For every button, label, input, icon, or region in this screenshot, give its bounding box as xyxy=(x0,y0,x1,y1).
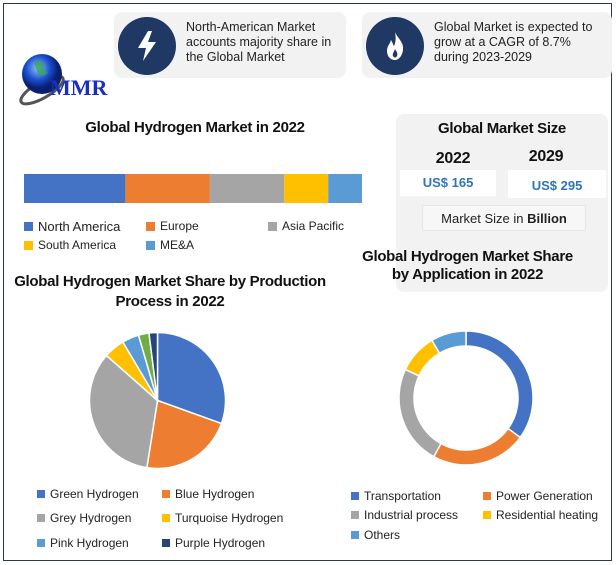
globe-icon xyxy=(19,54,65,106)
legend-swatch xyxy=(146,240,155,250)
highlight-text-1: North-American Market accounts majority … xyxy=(186,20,332,64)
legend-item-blue-hydrogen: Blue Hydrogen xyxy=(162,487,254,501)
legend-item-grey-hydrogen: Grey Hydrogen xyxy=(37,511,131,525)
legend-swatch xyxy=(268,221,277,231)
bar-chart-title: Global Hydrogen Market in 2022 xyxy=(85,119,305,136)
legend-swatch xyxy=(146,221,155,231)
legend-label: Others xyxy=(364,528,401,542)
legend-label: Europe xyxy=(160,219,199,233)
donut-slice-others xyxy=(430,330,467,355)
legend-item-residential-heating: Residential heating xyxy=(483,508,598,522)
application-donut-chart xyxy=(398,330,534,466)
legend-item-industrial-process: Industrial process xyxy=(351,508,458,522)
legend-swatch xyxy=(351,492,359,500)
donut-chart-title: Global Hydrogen Market Share by Applicat… xyxy=(362,248,573,283)
pie-slice-grey-hydrogen xyxy=(88,354,159,469)
donut-slice-transportation xyxy=(465,330,534,439)
legend-label: Asia Pacific xyxy=(282,219,345,233)
bar-segment-asia-pacific xyxy=(209,174,285,203)
legend-swatch xyxy=(351,531,359,539)
highlight-text-2: Global Market is expected to grow at a C… xyxy=(434,20,593,64)
bar-segment-me-a xyxy=(328,174,362,203)
legend-swatch xyxy=(162,539,170,547)
bar-segment-south-america xyxy=(284,174,329,203)
donut-slice-industrial-process xyxy=(398,368,442,458)
legend-item-south-america: South America xyxy=(24,238,116,252)
year-2022: 2022 xyxy=(435,150,471,167)
unit-prefix: Market Size in xyxy=(441,211,528,226)
pie-slice-green-hydrogen xyxy=(156,331,227,425)
legend-swatch xyxy=(37,539,45,547)
legend-label: Purple Hydrogen xyxy=(175,536,266,550)
legend-label: ME&A xyxy=(160,238,195,252)
legend-item-europe: Europe xyxy=(146,219,199,233)
legend-item-turquoise-hydrogen: Turquoise Hydrogen xyxy=(162,511,283,525)
legend-swatch xyxy=(37,490,45,498)
lightning-icon xyxy=(118,17,176,75)
legend-swatch xyxy=(37,514,45,522)
legend-item-north-america: North America xyxy=(24,219,120,234)
legend-item-transportation: Transportation xyxy=(351,489,441,503)
legend-swatch xyxy=(162,490,170,498)
logo-text: MMR xyxy=(50,75,108,100)
bar-segment-europe xyxy=(125,174,210,203)
legend-item-pink-hydrogen: Pink Hydrogen xyxy=(37,536,129,550)
value-2029: US$ 295 xyxy=(508,170,606,198)
legend-item-others: Others xyxy=(351,528,400,542)
legend-label: Grey Hydrogen xyxy=(50,511,132,525)
legend-label: Green Hydrogen xyxy=(50,487,139,501)
legend-label: North America xyxy=(38,219,121,234)
market-size-unit: Market Size in Billion xyxy=(422,205,586,231)
legend-swatch xyxy=(24,240,33,250)
legend-label: South America xyxy=(38,238,117,252)
legend-swatch xyxy=(483,492,491,500)
legend-item-me-a: ME&A xyxy=(146,238,194,252)
legend-label: Pink Hydrogen xyxy=(50,536,129,550)
market-size-title: Global Market Size xyxy=(438,120,566,137)
legend-label: Transportation xyxy=(364,489,441,503)
legend-label: Turquoise Hydrogen xyxy=(175,511,284,525)
legend-item-purple-hydrogen: Purple Hydrogen xyxy=(162,536,265,550)
pie-slice-blue-hydrogen xyxy=(146,399,223,470)
legend-item-green-hydrogen: Green Hydrogen xyxy=(37,487,139,501)
legend-label: Blue Hydrogen xyxy=(175,487,255,501)
unit-bold: Billion xyxy=(527,211,567,226)
year-2029: 2029 xyxy=(528,148,564,165)
infographic-frame xyxy=(3,3,612,561)
pie-chart-title: Global Hydrogen Market Share by Producti… xyxy=(14,273,326,310)
production-process-pie-chart xyxy=(88,331,227,470)
legend-item-power-generation: Power Generation xyxy=(483,489,593,503)
donut-slice-power-generation xyxy=(432,427,522,466)
stacked-bar-chart xyxy=(24,174,362,203)
legend-label: Power Generation xyxy=(496,489,593,503)
legend-swatch xyxy=(24,222,33,231)
bar-segment-north-america xyxy=(24,174,126,203)
flame-icon xyxy=(366,17,424,75)
legend-item-asia-pacific: Asia Pacific xyxy=(268,219,344,233)
market-size-card xyxy=(396,114,608,292)
legend-swatch xyxy=(162,514,170,522)
pie-slice-purple-hydrogen xyxy=(148,331,159,401)
legend-label: Residential heating xyxy=(496,508,599,522)
mmr-logo: MMR xyxy=(12,50,112,120)
legend-swatch xyxy=(351,511,359,519)
legend-label: Industrial process xyxy=(364,508,459,522)
value-2022: US$ 165 xyxy=(400,170,496,196)
legend-swatch xyxy=(483,511,491,519)
